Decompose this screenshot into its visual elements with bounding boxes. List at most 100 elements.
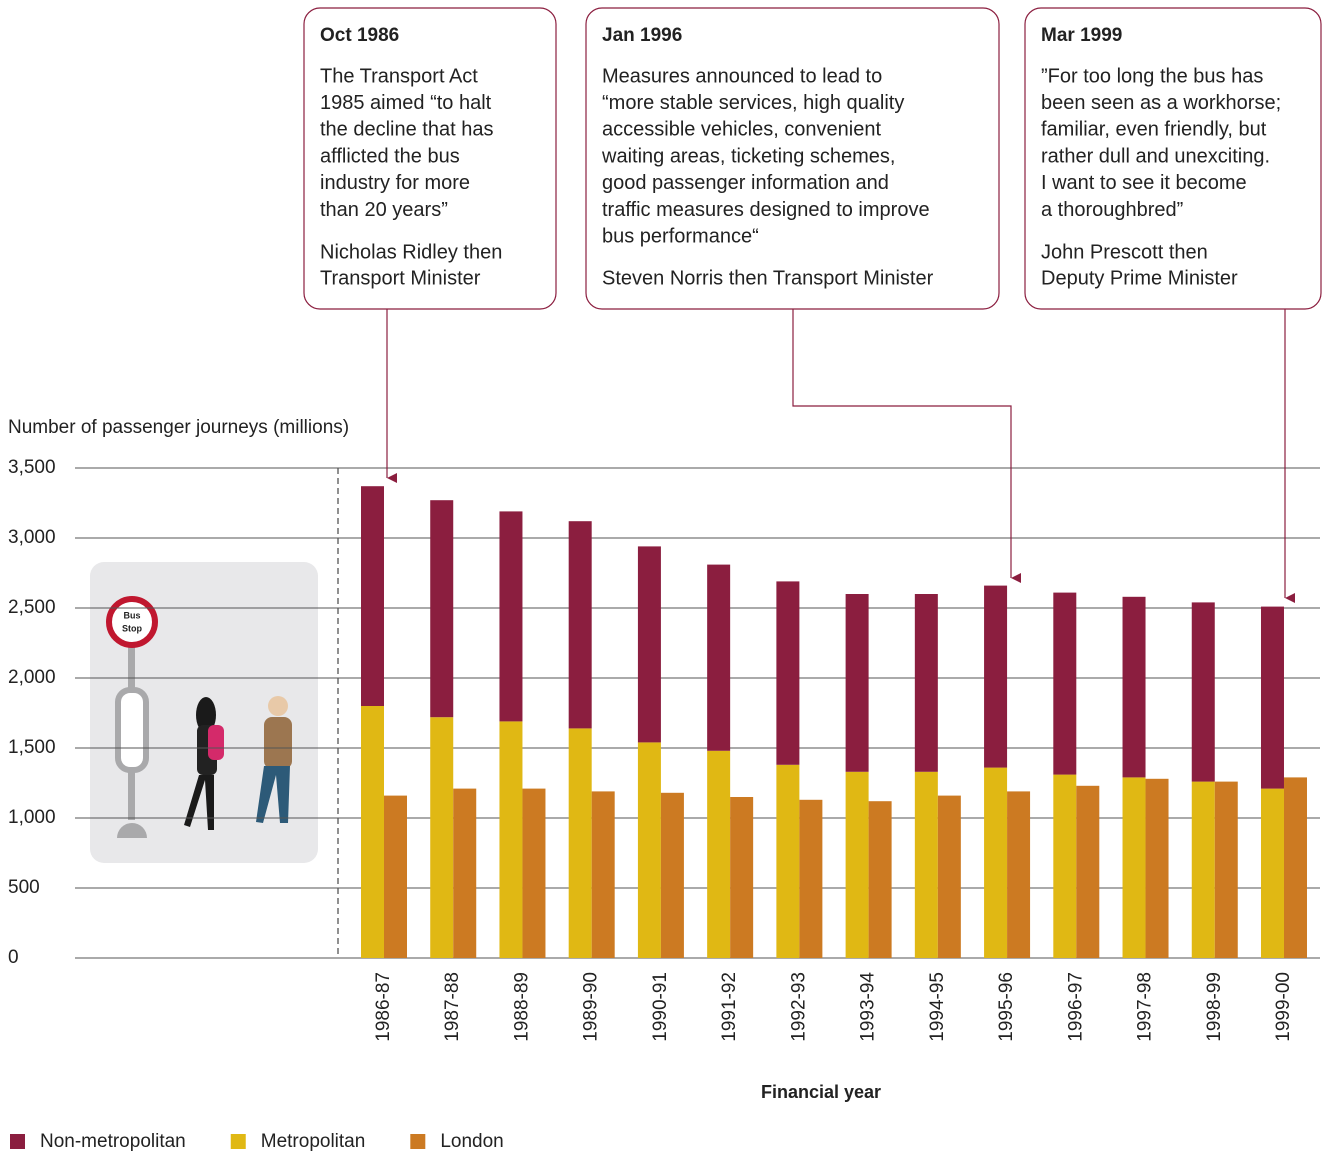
annotation-text: accessible vehicles, convenient xyxy=(602,119,881,141)
annotation-source: Deputy Prime Minister xyxy=(1041,267,1238,289)
annotation-source: John Prescott then xyxy=(1041,241,1208,263)
annotation-source: Steven Norris then Transport Minister xyxy=(602,267,934,289)
annotation-text: I want to see it become xyxy=(1041,172,1247,194)
bar xyxy=(1260,606,1284,789)
x-tick-label: 1987-88 xyxy=(442,972,463,1042)
bar xyxy=(1007,791,1031,958)
annotation-arrow xyxy=(792,309,1021,583)
bar xyxy=(845,594,869,772)
annotation-text: “more stable services, high quality xyxy=(602,92,904,114)
legend-label: Metropolitan xyxy=(261,1131,366,1152)
bar xyxy=(637,546,661,743)
y-tick-label: 3,500 xyxy=(8,457,56,478)
bar xyxy=(1122,596,1146,778)
y-tick-label: 2,500 xyxy=(8,597,56,618)
y-tick-label: 0 xyxy=(8,947,19,968)
x-tick-label: 1996-97 xyxy=(1065,972,1086,1042)
x-tick-label: 1990-91 xyxy=(650,972,671,1042)
bar xyxy=(776,581,800,765)
bar xyxy=(522,788,546,958)
bar xyxy=(1214,781,1238,958)
annotation-text: been seen as a workhorse; xyxy=(1041,92,1281,114)
legend-label: Non-metropolitan xyxy=(40,1131,186,1152)
bar xyxy=(499,511,523,722)
annotation-text: industry for more xyxy=(320,172,470,194)
bar xyxy=(384,795,407,958)
annotation-text: good passenger information and xyxy=(602,172,889,194)
annotation-box xyxy=(1024,7,1322,310)
bar xyxy=(984,585,1008,768)
bar xyxy=(707,750,731,958)
annotation-text: bus performance“ xyxy=(602,225,759,247)
bar xyxy=(707,564,731,751)
bar xyxy=(568,521,592,729)
bar xyxy=(430,717,454,958)
y-tick-label: 2,000 xyxy=(8,667,56,688)
annotation-text: familiar, even friendly, but xyxy=(1041,119,1267,141)
bar xyxy=(730,797,754,958)
bar xyxy=(1191,602,1215,782)
annotation-source: Nicholas Ridley then xyxy=(320,241,502,263)
y-tick-label: 1,000 xyxy=(8,807,56,828)
annotation-text: traffic measures designed to improve xyxy=(602,199,930,221)
bar xyxy=(1191,781,1215,958)
x-axis-label: Financial year xyxy=(761,1082,881,1102)
legend-swatch xyxy=(10,1134,25,1149)
x-tick-label: 1998-99 xyxy=(1204,972,1225,1042)
annotation-source: Transport Minister xyxy=(320,267,481,289)
y-axis-label: Number of passenger journeys (millions) xyxy=(8,417,349,438)
bar xyxy=(937,795,961,958)
x-tick-label: 1995-96 xyxy=(996,972,1017,1042)
bar xyxy=(1122,777,1146,958)
x-tick-label: 1999-00 xyxy=(1273,972,1294,1042)
annotation-box xyxy=(303,7,557,310)
annotation-text: rather dull and unexciting. xyxy=(1041,145,1270,167)
bar xyxy=(660,792,684,958)
annotation-text: waiting areas, ticketing schemes, xyxy=(601,145,895,167)
bar xyxy=(499,721,523,958)
legend-swatch xyxy=(410,1134,426,1149)
sign-text: Stop xyxy=(122,623,142,633)
y-tick-label: 500 xyxy=(8,877,40,898)
x-tick-label: 1991-92 xyxy=(719,972,740,1042)
bar xyxy=(868,801,892,958)
bar xyxy=(1145,778,1169,958)
bar xyxy=(1053,774,1077,958)
annotation-date: Oct 1986 xyxy=(320,25,399,46)
annotation-text: afflicted the bus xyxy=(320,145,460,167)
y-tick-label: 1,500 xyxy=(8,737,56,758)
x-tick-label: 1992-93 xyxy=(788,972,809,1042)
y-tick-label: 3,000 xyxy=(8,527,56,548)
x-tick-label: 1986-87 xyxy=(373,972,394,1042)
legend-swatch xyxy=(230,1134,246,1149)
bar xyxy=(361,706,384,958)
annotation-text: Measures announced to lead to xyxy=(602,65,882,87)
x-tick-label: 1997-98 xyxy=(1135,972,1156,1042)
bar xyxy=(1260,788,1284,958)
bar xyxy=(914,771,938,958)
annotation-text: 1985 aimed “to halt xyxy=(320,92,492,114)
bar xyxy=(568,728,592,958)
bar xyxy=(453,788,477,958)
x-tick-label: 1993-94 xyxy=(858,972,879,1042)
x-tick-label: 1994-95 xyxy=(927,972,948,1042)
bar xyxy=(914,594,938,772)
illustration: Bus Stop xyxy=(90,562,318,863)
bar xyxy=(591,791,615,958)
bar xyxy=(361,486,384,706)
bar xyxy=(799,799,823,958)
bar xyxy=(1076,785,1100,958)
bar xyxy=(984,767,1008,958)
annotation-date: Mar 1999 xyxy=(1041,25,1122,46)
annotation-date: Jan 1996 xyxy=(602,25,682,46)
bar xyxy=(776,764,800,958)
bar xyxy=(1053,592,1077,775)
sign-text: Bus xyxy=(123,610,140,620)
bar xyxy=(637,742,661,958)
bar xyxy=(430,500,454,718)
x-tick-label: 1988-89 xyxy=(511,972,532,1042)
annotation-text: the decline that has xyxy=(320,119,493,141)
x-tick-label: 1989-90 xyxy=(581,972,602,1042)
annotation-text: than 20 years” xyxy=(320,199,448,221)
